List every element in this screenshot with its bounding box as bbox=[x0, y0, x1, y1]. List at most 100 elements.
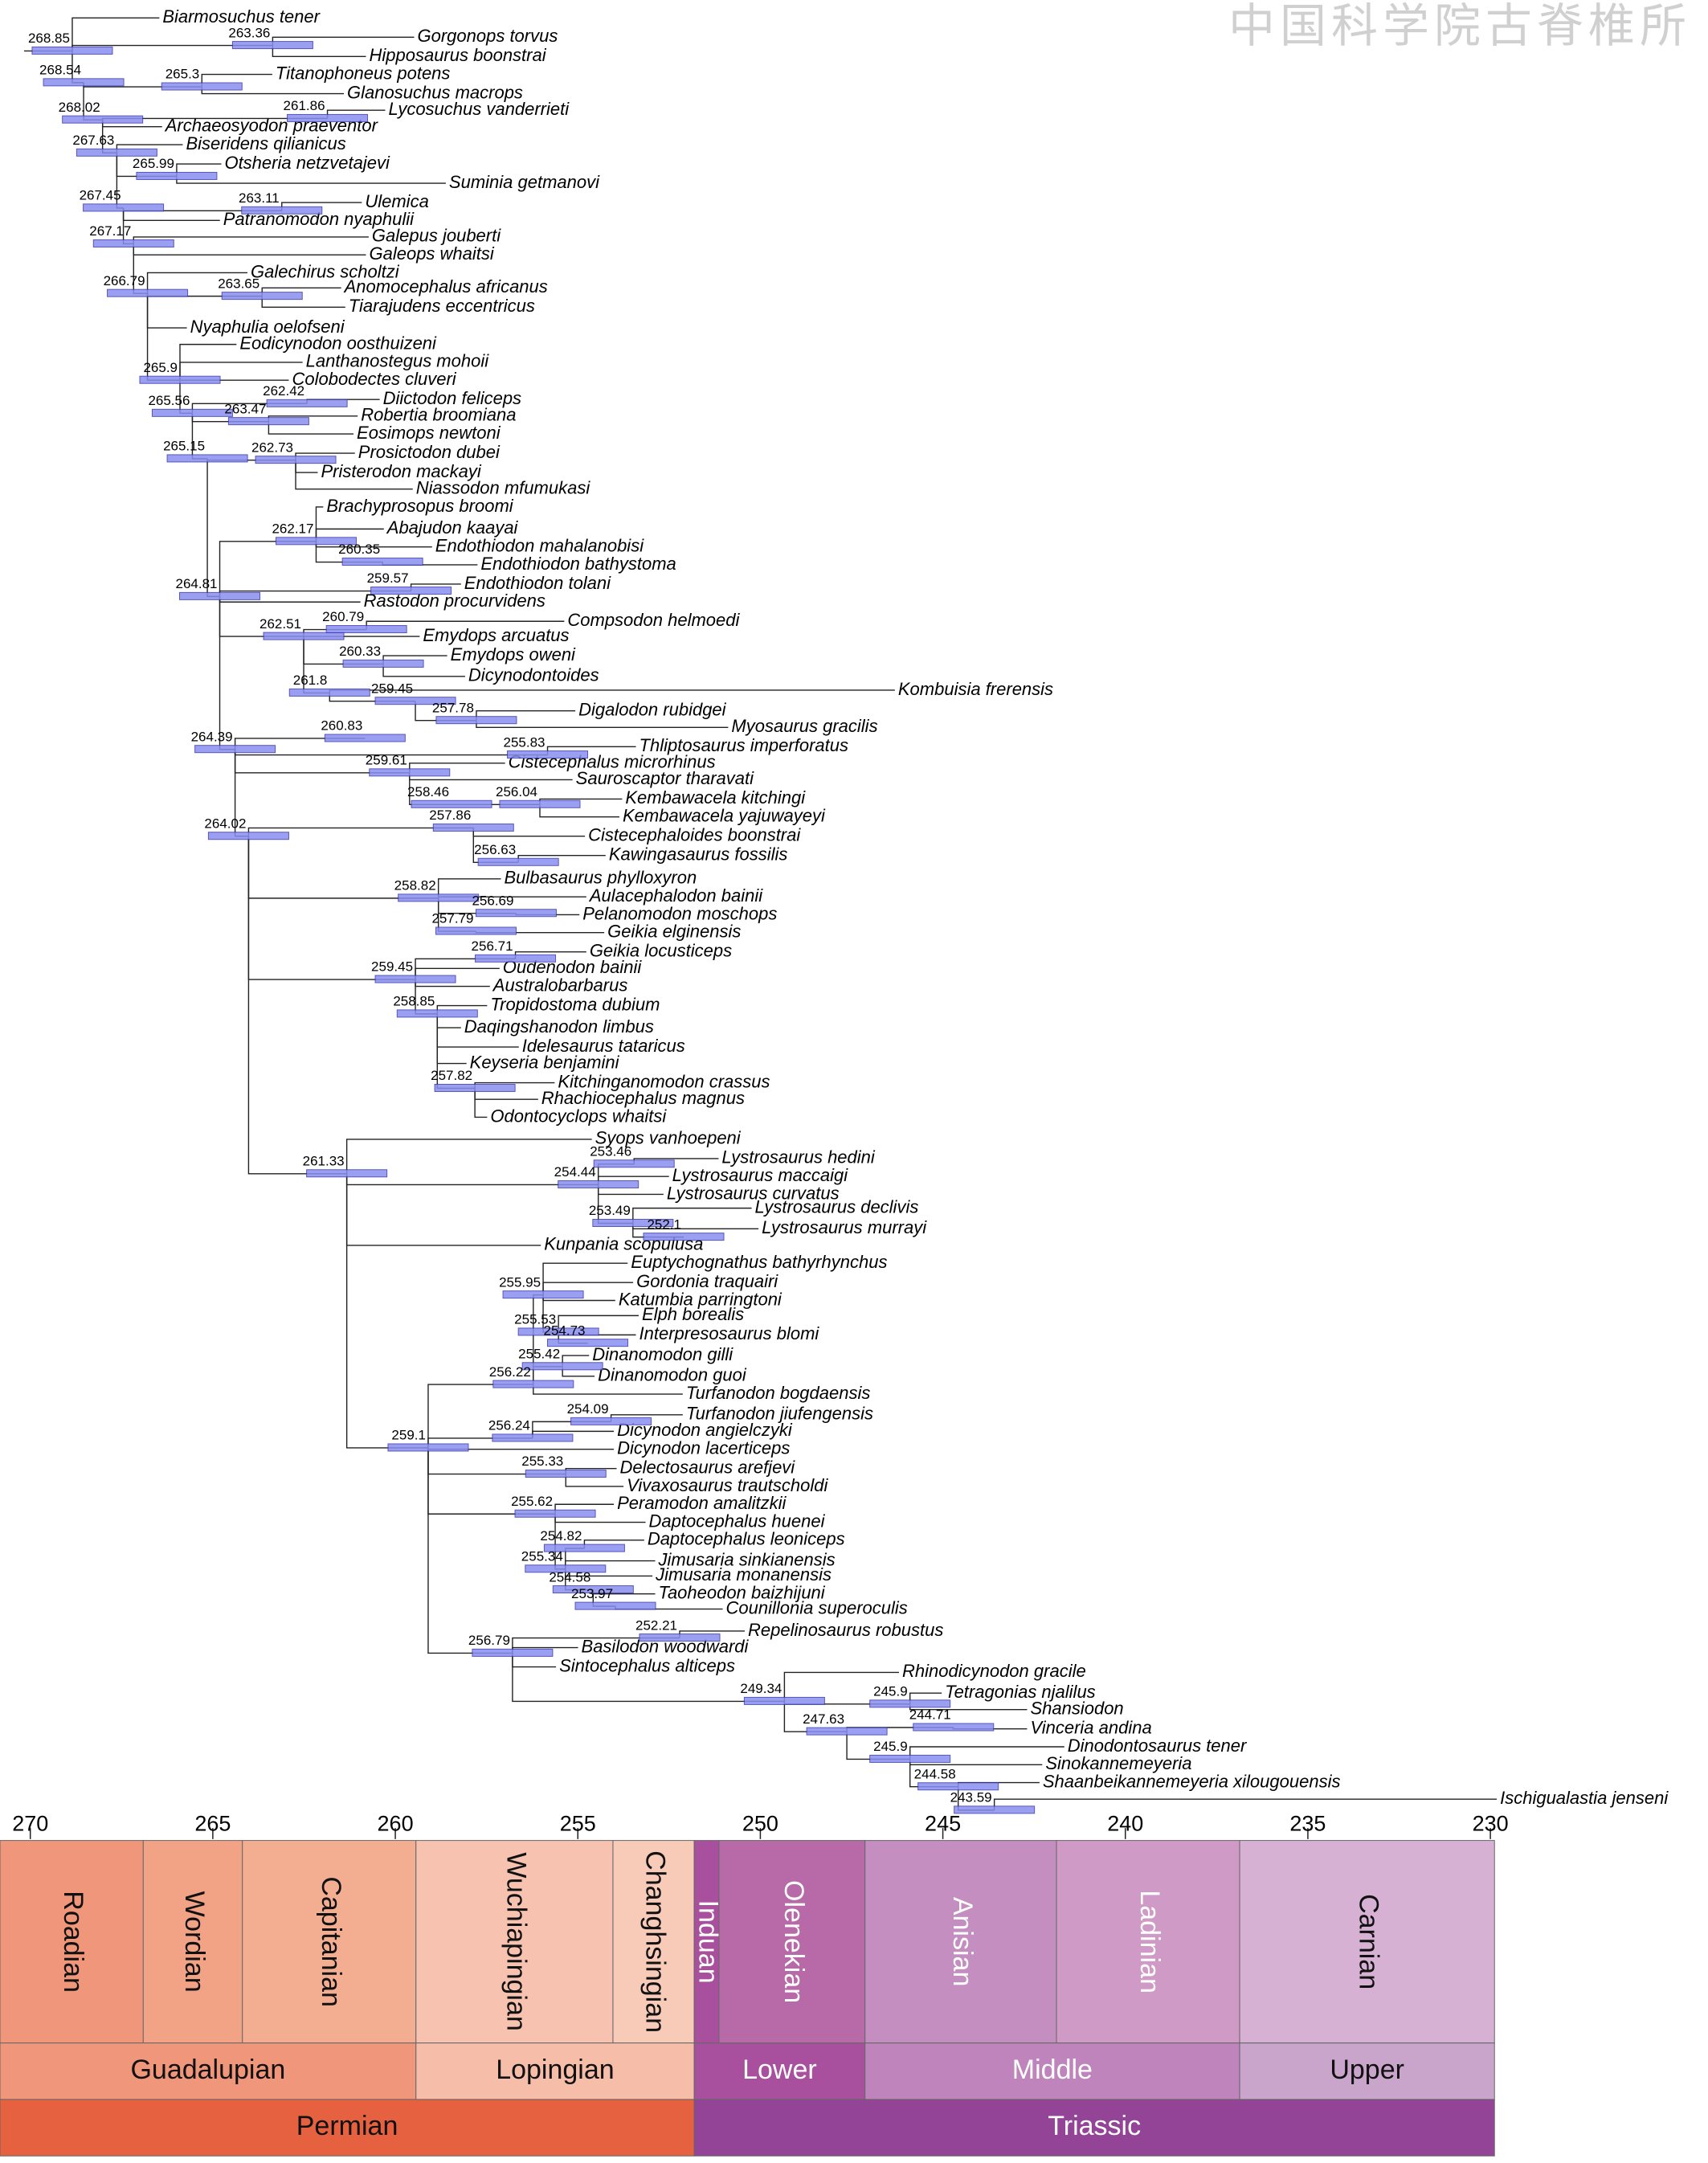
node-age-label: 264.39 bbox=[191, 729, 233, 744]
stage-label: Wuchiapingian bbox=[501, 1852, 531, 2030]
stage-label: Induan bbox=[693, 1900, 724, 1984]
node-age-label: 256.63 bbox=[474, 842, 516, 857]
branch bbox=[565, 1474, 624, 1487]
node-age-bar bbox=[374, 975, 456, 983]
taxon-label: Dinodontosaurus tener bbox=[1068, 1736, 1248, 1756]
branch bbox=[315, 506, 324, 542]
node-age-bar bbox=[502, 1290, 584, 1299]
branch bbox=[783, 1671, 900, 1702]
node-age-label: 265.99 bbox=[133, 156, 174, 171]
node-age-bar bbox=[194, 745, 276, 754]
branch bbox=[345, 1173, 541, 1246]
tick-label: 245 bbox=[925, 1812, 961, 1836]
node-age-bar bbox=[263, 632, 345, 640]
taxon-label: Colobodectes cluveri bbox=[292, 369, 456, 389]
branch bbox=[474, 1088, 488, 1118]
taxon-label: Lystrosaurus curvatus bbox=[667, 1183, 840, 1203]
node-age-label: 259.61 bbox=[366, 753, 407, 768]
node-age-bar bbox=[92, 239, 174, 247]
node-age-label: 255.34 bbox=[521, 1549, 563, 1564]
node-age-bar bbox=[574, 1601, 656, 1610]
node-age-label: 263.65 bbox=[218, 276, 259, 291]
taxon-label: Kitchinganomodon crassus bbox=[558, 1071, 770, 1091]
branch bbox=[533, 1294, 544, 1385]
branch bbox=[179, 362, 303, 381]
period-box bbox=[0, 2099, 695, 2157]
taxon-label: Diictodon feliceps bbox=[383, 388, 521, 408]
branch bbox=[539, 804, 619, 818]
taxon-label: Shaanbeikannemeyeria xilougouensis bbox=[1043, 1771, 1341, 1791]
node-age-label: 262.42 bbox=[263, 383, 304, 399]
taxon-label: Taoheodon baizhijuni bbox=[659, 1583, 826, 1603]
taxon-label: Pristerodon mackayi bbox=[321, 461, 481, 481]
node-age-bar bbox=[475, 909, 557, 918]
node-age-bar bbox=[954, 1805, 1036, 1814]
node-age-bar bbox=[477, 857, 559, 866]
node-age-label: 262.17 bbox=[272, 521, 313, 537]
node-age-bar bbox=[266, 399, 348, 407]
node-age-label: 260.35 bbox=[338, 542, 380, 557]
serie-label: Guadalupian bbox=[130, 2055, 285, 2085]
node-age-label: 256.24 bbox=[488, 1418, 530, 1433]
node-age-bar bbox=[387, 1443, 469, 1452]
taxon-label: Galechirus scholtzi bbox=[251, 261, 400, 281]
node-age-bar bbox=[435, 926, 517, 935]
node-age-bar bbox=[593, 1159, 675, 1168]
node-age-bar bbox=[221, 292, 303, 301]
taxon-label: Aulacephalodon bainii bbox=[588, 885, 763, 906]
taxon-label: Endothiodon bathystoma bbox=[480, 554, 676, 574]
node-age-bar bbox=[492, 1433, 574, 1442]
node-age-bar bbox=[370, 587, 452, 595]
node-age-label: 257.82 bbox=[431, 1068, 472, 1083]
node-age-bar bbox=[492, 1380, 574, 1388]
branch bbox=[427, 1447, 513, 1654]
node-age-bar bbox=[525, 1564, 607, 1573]
taxon-label: Lystrosaurus murrayi bbox=[762, 1217, 927, 1237]
period-label: Permian bbox=[296, 2111, 398, 2141]
node-age-label: 264.02 bbox=[204, 816, 246, 831]
taxon-label: Vinceria andina bbox=[1030, 1718, 1151, 1738]
taxon-label: Glanosuchus macrops bbox=[347, 82, 523, 102]
taxon-label: Nyaphulia oelofseni bbox=[190, 317, 345, 337]
node-age-label: 249.34 bbox=[740, 1681, 782, 1696]
branch bbox=[268, 421, 354, 435]
node-age-bar bbox=[136, 171, 218, 180]
node-age-label: 268.85 bbox=[28, 31, 70, 46]
node-age-label: 253.49 bbox=[589, 1203, 631, 1218]
node-age-bar bbox=[639, 1633, 721, 1642]
node-age-label: 267.45 bbox=[80, 188, 121, 203]
taxon-label: Bulbasaurus phylloxyron bbox=[505, 868, 697, 888]
tick-label: 270 bbox=[12, 1812, 48, 1836]
taxon-label: Galepus jouberti bbox=[372, 226, 501, 246]
branch bbox=[261, 296, 345, 309]
serie-label: Middle bbox=[1012, 2055, 1093, 2085]
taxon-label: Otsheria netzvetajevi bbox=[224, 153, 390, 173]
branch bbox=[122, 207, 220, 222]
taxon-label: Ulemica bbox=[365, 191, 428, 211]
node-age-label: 268.54 bbox=[39, 63, 81, 78]
node-age-label: 257.78 bbox=[432, 700, 474, 715]
taxon-label: Repelinosaurus robustus bbox=[748, 1620, 943, 1640]
node-age-label: 252.1 bbox=[647, 1216, 681, 1232]
taxon-label: Kawingasaurus fossilis bbox=[609, 844, 788, 865]
taxon-label: Endothiodon tolani bbox=[464, 573, 611, 593]
node-age-bar bbox=[396, 1009, 478, 1018]
node-age-label: 258.46 bbox=[407, 784, 449, 799]
node-age-label: 261.33 bbox=[303, 1153, 345, 1168]
branch bbox=[993, 1798, 1498, 1810]
taxon-label: Vivaxosaurus trautscholdi bbox=[627, 1475, 828, 1495]
node-age-label: 265.3 bbox=[165, 67, 200, 82]
taxon-label: Prosictodon dubei bbox=[358, 442, 501, 462]
node-age-label: 262.51 bbox=[259, 616, 301, 632]
taxon-label: Daptocephalus huenei bbox=[649, 1511, 826, 1531]
branch bbox=[345, 1173, 428, 1449]
node-age-bar bbox=[517, 1327, 599, 1336]
node-age-label: 255.95 bbox=[499, 1274, 541, 1290]
taxon-label: Lanthanostegus mohoii bbox=[306, 351, 490, 371]
stage-label: Wordian bbox=[179, 1891, 210, 1993]
stage-box bbox=[718, 1840, 866, 2044]
node-age-label: 255.53 bbox=[514, 1312, 556, 1327]
taxon-label: Jimusaria monanensis bbox=[655, 1564, 832, 1584]
node-age-label: 253.46 bbox=[590, 1143, 631, 1159]
